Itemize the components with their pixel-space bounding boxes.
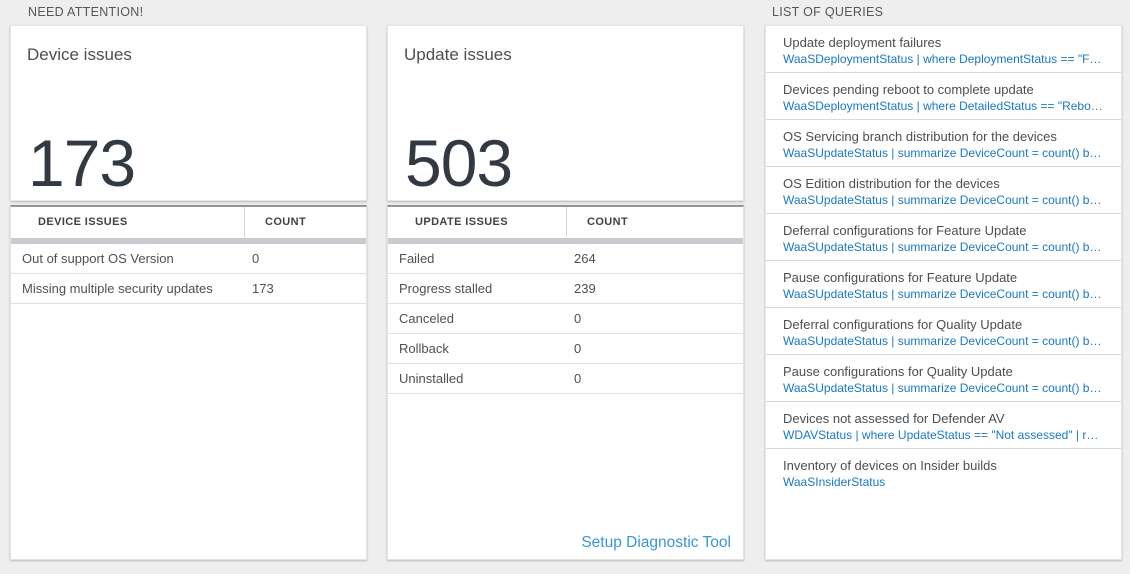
query-list-item[interactable]: Deferral configurations for Quality Upda… xyxy=(766,308,1121,355)
update-issues-count: 503 xyxy=(405,125,513,200)
query-title: Deferral configurations for Feature Upda… xyxy=(783,223,1027,238)
query-link[interactable]: WaaSDeploymentStatus | where DeploymentS… xyxy=(783,52,1104,66)
query-list-item[interactable]: OS Servicing branch distribution for the… xyxy=(766,120,1121,167)
issue-label: Rollback xyxy=(399,341,449,356)
query-title: OS Edition distribution for the devices xyxy=(783,176,1000,191)
device-issues-count: 173 xyxy=(28,125,136,200)
query-title: Inventory of devices on Insider builds xyxy=(783,458,997,473)
query-link[interactable]: WaaSInsiderStatus xyxy=(783,475,886,489)
issue-count: 0 xyxy=(574,371,582,386)
query-link[interactable]: WaaSUpdateStatus | summarize DeviceCount… xyxy=(783,334,1104,348)
device-issues-tile-title: Device issues xyxy=(27,45,132,64)
table-row[interactable]: Rollback 0 xyxy=(388,334,743,364)
query-list-item[interactable]: Deferral configurations for Feature Upda… xyxy=(766,214,1121,261)
device-issues-column-header: DEVICE ISSUES xyxy=(38,216,128,228)
query-list-item[interactable]: Devices pending reboot to complete updat… xyxy=(766,73,1121,120)
query-list-item[interactable]: Pause configurations for Feature Update … xyxy=(766,261,1121,308)
query-title: Pause configurations for Feature Update xyxy=(783,270,1018,285)
count-column-header: COUNT xyxy=(244,207,366,237)
query-title: Deferral configurations for Quality Upda… xyxy=(783,317,1023,332)
query-title: Pause configurations for Quality Update xyxy=(783,364,1013,379)
list-of-queries-section-label: LIST OF QUERIES xyxy=(772,5,884,19)
table-row[interactable]: Failed 264 xyxy=(388,244,743,274)
query-link[interactable]: WDAVStatus | where UpdateStatus == "Not … xyxy=(783,428,1104,442)
table-row[interactable]: Progress stalled 239 xyxy=(388,274,743,304)
update-issues-column-header: UPDATE ISSUES xyxy=(415,216,509,228)
table-row[interactable]: Uninstalled 0 xyxy=(388,364,743,394)
query-link[interactable]: WaaSUpdateStatus | summarize DeviceCount… xyxy=(783,381,1104,395)
issue-count: 0 xyxy=(574,341,582,356)
query-link[interactable]: WaaSUpdateStatus | summarize DeviceCount… xyxy=(783,287,1104,301)
query-list-item[interactable]: Inventory of devices on Insider builds W… xyxy=(766,449,1121,496)
horizontal-scrollbar[interactable] xyxy=(11,238,366,244)
device-issues-table-header: DEVICE ISSUES COUNT xyxy=(11,207,366,237)
query-title: Update deployment failures xyxy=(783,35,942,50)
query-link[interactable]: WaaSDeploymentStatus | where DetailedSta… xyxy=(783,99,1104,113)
query-list-item[interactable]: Devices not assessed for Defender AV WDA… xyxy=(766,402,1121,449)
update-issues-table-header: UPDATE ISSUES COUNT xyxy=(388,207,743,237)
setup-diagnostic-tool-link[interactable]: Setup Diagnostic Tool xyxy=(581,534,731,551)
update-issues-tile-title: Update issues xyxy=(404,45,512,64)
query-list-item[interactable]: OS Edition distribution for the devices … xyxy=(766,167,1121,214)
table-row[interactable]: Out of support OS Version 0 xyxy=(11,244,366,274)
issue-label: Uninstalled xyxy=(399,371,464,386)
query-title: OS Servicing branch distribution for the… xyxy=(783,129,1057,144)
device-issues-table-tile: DEVICE ISSUES COUNT Out of support OS Ve… xyxy=(10,205,367,560)
issue-label: Canceled xyxy=(399,311,454,326)
count-column-header: COUNT xyxy=(566,207,743,237)
query-title: Devices not assessed for Defender AV xyxy=(783,411,1005,426)
update-issues-tile[interactable]: Update issues 503 xyxy=(387,25,744,201)
issue-count: 173 xyxy=(252,281,274,296)
query-list-item[interactable]: Pause configurations for Quality Update … xyxy=(766,355,1121,402)
issue-label: Missing multiple security updates xyxy=(22,281,213,296)
issue-count: 264 xyxy=(574,251,596,266)
need-attention-section-label: NEED ATTENTION! xyxy=(28,5,144,19)
table-row[interactable]: Missing multiple security updates 173 xyxy=(11,274,366,304)
query-link[interactable]: WaaSUpdateStatus | summarize DeviceCount… xyxy=(783,193,1104,207)
list-of-queries-card: Update deployment failures WaaSDeploymen… xyxy=(765,25,1122,560)
issue-label: Failed xyxy=(399,251,435,266)
issue-label: Progress stalled xyxy=(399,281,493,296)
query-list-item[interactable]: Update deployment failures WaaSDeploymen… xyxy=(766,26,1121,73)
table-row[interactable]: Canceled 0 xyxy=(388,304,743,334)
issue-count: 239 xyxy=(574,281,596,296)
query-link[interactable]: WaaSUpdateStatus | summarize DeviceCount… xyxy=(783,146,1104,160)
issue-count: 0 xyxy=(252,251,260,266)
device-issues-tile[interactable]: Device issues 173 xyxy=(10,25,367,201)
issue-label: Out of support OS Version xyxy=(22,251,174,266)
horizontal-scrollbar[interactable] xyxy=(388,238,743,244)
query-link[interactable]: WaaSUpdateStatus | summarize DeviceCount… xyxy=(783,240,1104,254)
issue-count: 0 xyxy=(574,311,582,326)
query-title: Devices pending reboot to complete updat… xyxy=(783,82,1034,97)
update-issues-table-tile: UPDATE ISSUES COUNT Failed 264 Progress … xyxy=(387,205,744,560)
